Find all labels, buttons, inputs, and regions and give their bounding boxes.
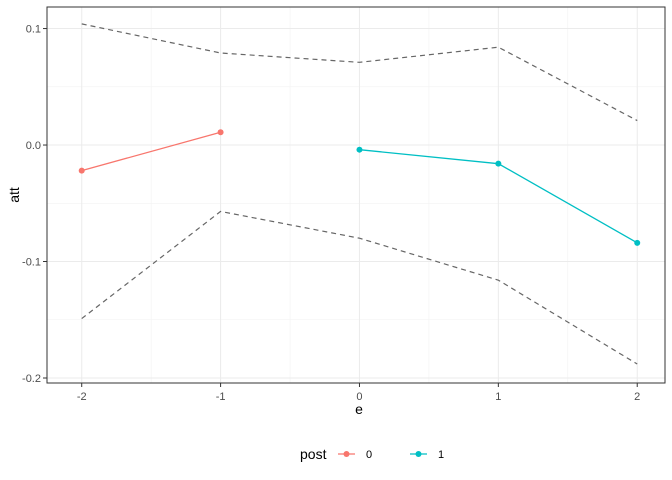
x-tick-label: 0 [356, 391, 362, 403]
y-tick-label: -0.1 [22, 257, 41, 269]
legend-title: post [300, 446, 327, 462]
legend-label: 1 [438, 449, 444, 461]
panel-border [46, 6, 666, 384]
data-point-0 [217, 129, 224, 136]
data-point-0 [78, 167, 85, 174]
x-tick-label: 1 [495, 391, 501, 403]
x-tick-label: -1 [216, 391, 226, 403]
data-point-1 [356, 146, 363, 153]
y-tick-label: 0.1 [26, 24, 41, 36]
panel-background [47, 7, 665, 383]
y-tick-label: 0.0 [26, 140, 41, 152]
axis-ticks: -2 -1 0 1 2 0.1 0.0 -0.1 -0.2 [22, 24, 640, 403]
legend-key-point [343, 451, 350, 457]
x-tick-label: 2 [634, 391, 640, 403]
x-axis-label: e [355, 401, 363, 417]
lower-band-line [81, 210, 638, 365]
grid [47, 7, 665, 383]
y-axis-label: att [6, 187, 22, 203]
legend-label: 0 [366, 449, 372, 461]
data-point-1 [495, 160, 502, 167]
data-point-1 [634, 239, 641, 246]
legend: post 0 1 [300, 446, 444, 462]
confidence-bands [81, 23, 638, 365]
series-line-0 [81, 131, 221, 172]
upper-band-line [81, 23, 638, 122]
x-tick-label: -2 [77, 391, 87, 403]
legend-key-point [415, 451, 422, 457]
series [78, 129, 641, 246]
y-tick-label: -0.2 [22, 373, 41, 385]
